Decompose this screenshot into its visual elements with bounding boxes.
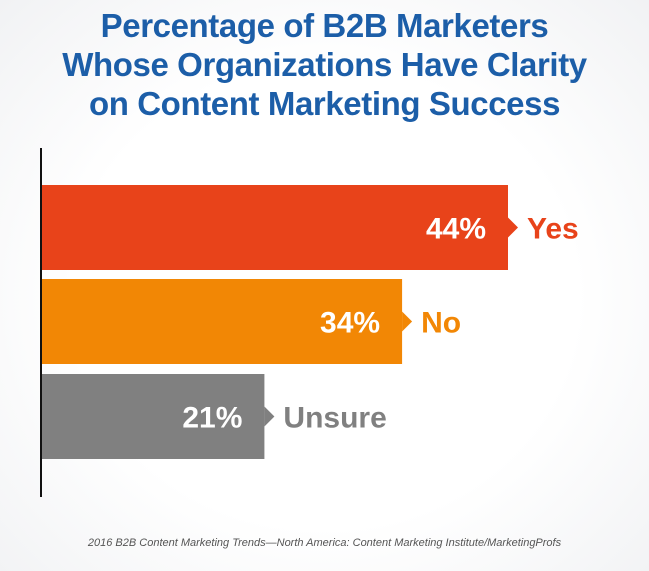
bar-pointer-unsure [264, 406, 275, 427]
bar-pointer-yes [508, 217, 518, 238]
chart-title-line-2: Whose Organizations Have Clarity [62, 46, 587, 83]
source-note: 2016 B2B Content Marketing Trends—North … [87, 537, 562, 549]
bar-unsure [42, 374, 265, 459]
bar-category-label-no: No [421, 307, 461, 340]
bar-value-label-no: 34% [320, 307, 380, 340]
bar-category-label-unsure: Unsure [283, 402, 386, 435]
bar-value-label-yes: 44% [426, 213, 486, 246]
bar-pointer-no [402, 311, 413, 332]
bar-yes [42, 185, 508, 270]
bars-group: 44% Yes 34% No 21% Unsure [42, 185, 579, 459]
bar-value-label-unsure: 21% [182, 402, 242, 435]
chart-title-line-1: Percentage of B2B Marketers [100, 7, 549, 44]
bar-category-label-yes: Yes [527, 213, 579, 246]
chart-title: Percentage of B2B Marketers Whose Organi… [0, 6, 649, 123]
chart-title-line-3: on Content Marketing Success [88, 85, 561, 122]
bar-no [42, 279, 403, 364]
